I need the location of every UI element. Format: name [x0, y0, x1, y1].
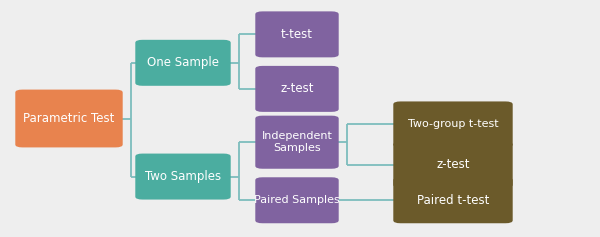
- Text: Parametric Test: Parametric Test: [23, 112, 115, 125]
- FancyBboxPatch shape: [394, 101, 512, 147]
- FancyBboxPatch shape: [394, 142, 512, 188]
- Text: Independent
Samples: Independent Samples: [262, 131, 332, 153]
- FancyBboxPatch shape: [16, 90, 122, 147]
- FancyBboxPatch shape: [256, 116, 338, 169]
- FancyBboxPatch shape: [256, 177, 338, 223]
- Text: z-test: z-test: [280, 82, 314, 95]
- Text: Paired Samples: Paired Samples: [254, 195, 340, 205]
- Text: t-test: t-test: [281, 28, 313, 41]
- FancyBboxPatch shape: [256, 11, 338, 57]
- FancyBboxPatch shape: [394, 177, 512, 223]
- Text: Paired t-test: Paired t-test: [417, 194, 489, 207]
- Text: Two-group t-test: Two-group t-test: [407, 119, 499, 129]
- FancyBboxPatch shape: [135, 154, 230, 200]
- Text: One Sample: One Sample: [147, 56, 219, 69]
- FancyBboxPatch shape: [135, 40, 230, 86]
- FancyBboxPatch shape: [256, 66, 338, 112]
- Text: z-test: z-test: [436, 158, 470, 171]
- Text: Two Samples: Two Samples: [145, 170, 221, 183]
